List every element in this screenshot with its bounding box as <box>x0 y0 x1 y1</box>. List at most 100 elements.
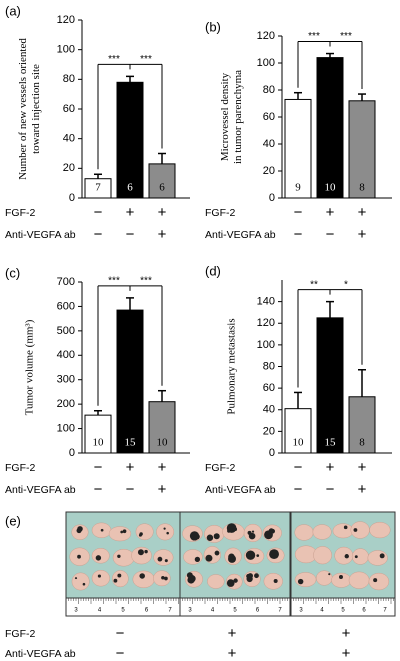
metastasis <box>137 549 144 556</box>
row-sign: + <box>228 645 237 661</box>
y-axis-label: Microvessel density <box>219 72 231 161</box>
y-axis-label: toward injection site <box>30 64 42 154</box>
metastasis <box>74 577 78 580</box>
ruler-label: 7 <box>278 608 282 614</box>
row-label: Anti-VEGFA ab <box>5 229 76 241</box>
y-tick-label: 0 <box>69 447 75 459</box>
metastasis <box>254 573 259 579</box>
row-sign: + <box>158 204 167 221</box>
row-sign: + <box>228 625 237 642</box>
metastasis <box>226 579 235 587</box>
y-tick-label: 100 <box>257 57 275 69</box>
row-sign: − <box>94 204 103 221</box>
y-tick-label: 100 <box>57 422 75 434</box>
y-tick-label: 300 <box>57 374 75 386</box>
bar <box>316 317 344 454</box>
metastasis <box>256 554 260 557</box>
row-label: FGF-2 <box>205 462 235 474</box>
y-tick-label: 500 <box>57 325 75 337</box>
count-label: 10 <box>293 437 305 449</box>
ruler-label: 6 <box>256 608 260 614</box>
bar <box>316 57 344 199</box>
ruler-label: 6 <box>362 608 366 614</box>
metastasis <box>233 578 238 583</box>
significance-label: ** <box>310 279 318 290</box>
ruler-label: 3 <box>188 608 192 614</box>
row-sign: − <box>116 645 125 661</box>
tissue <box>332 523 354 539</box>
bar <box>84 414 112 454</box>
panel-label: (d) <box>205 263 221 278</box>
metastasis <box>214 550 220 556</box>
row-sign: − <box>326 481 335 498</box>
bar <box>284 408 312 454</box>
metastasis <box>188 575 196 583</box>
row-sign: − <box>116 625 125 642</box>
metastasis <box>164 576 168 581</box>
metastasis <box>95 555 102 561</box>
significance-label: *** <box>340 31 352 42</box>
row-label: FGF-2 <box>5 462 35 474</box>
metastasis <box>344 554 349 559</box>
tissue <box>312 524 332 540</box>
row-sign: + <box>358 226 367 243</box>
count-label: 15 <box>325 437 337 449</box>
significance-label: *** <box>108 276 120 287</box>
tissue <box>153 549 174 566</box>
metastasis <box>77 554 81 559</box>
tissue <box>351 548 369 565</box>
row-sign: − <box>94 459 103 476</box>
metastasis <box>379 553 385 559</box>
metastasis <box>164 559 168 563</box>
metastasis <box>354 555 358 559</box>
y-tick-label: 100 <box>257 339 275 351</box>
metastasis <box>82 582 86 586</box>
row-sign: + <box>326 459 335 476</box>
metastasis <box>227 529 231 533</box>
metastasis <box>353 528 358 532</box>
metastasis <box>144 549 148 554</box>
metastasis <box>373 578 378 583</box>
row-label: Anti-VEGFA ab <box>5 648 76 660</box>
ruler-label: 5 <box>233 608 237 614</box>
row-label: Anti-VEGFA ab <box>205 229 276 241</box>
metastasis <box>247 573 253 579</box>
row-label: Anti-VEGFA ab <box>5 484 76 496</box>
metastasis <box>228 554 236 563</box>
tissue <box>183 549 203 565</box>
metastasis <box>206 534 214 541</box>
row-sign: + <box>326 204 335 221</box>
row-sign: + <box>342 645 351 661</box>
significance-label: *** <box>140 54 152 65</box>
metastasis <box>97 574 102 578</box>
y-axis-label: Tumor volume (mm³) <box>24 319 36 415</box>
metastasis <box>216 534 220 537</box>
count-label: 15 <box>125 437 137 449</box>
tissue <box>369 521 391 539</box>
metastasis <box>343 525 348 530</box>
significance-label: * <box>344 279 348 290</box>
tissue <box>204 525 225 543</box>
tissue <box>156 523 175 541</box>
count-label: 6 <box>127 182 133 194</box>
y-tick-label: 60 <box>263 382 275 394</box>
y-tick-label: 80 <box>263 84 275 96</box>
row-label: FGF-2 <box>5 207 35 219</box>
tissue <box>91 548 110 564</box>
y-tick-label: 0 <box>269 192 275 204</box>
row-sign: − <box>126 481 135 498</box>
ruler-label: 7 <box>168 608 172 614</box>
ruler-label: 5 <box>341 608 345 614</box>
row-sign: − <box>294 459 303 476</box>
y-tick-label: 0 <box>269 447 275 459</box>
metastasis <box>273 578 278 583</box>
row-sign: + <box>358 204 367 221</box>
row-sign: + <box>126 204 135 221</box>
row-sign: − <box>94 226 103 243</box>
row-sign: − <box>294 226 303 243</box>
y-axis-label: Number of new vessels oriented <box>17 38 29 180</box>
y-tick-label: 120 <box>57 14 75 26</box>
y-tick-label: 600 <box>57 300 75 312</box>
panel-label: (e) <box>5 513 21 528</box>
